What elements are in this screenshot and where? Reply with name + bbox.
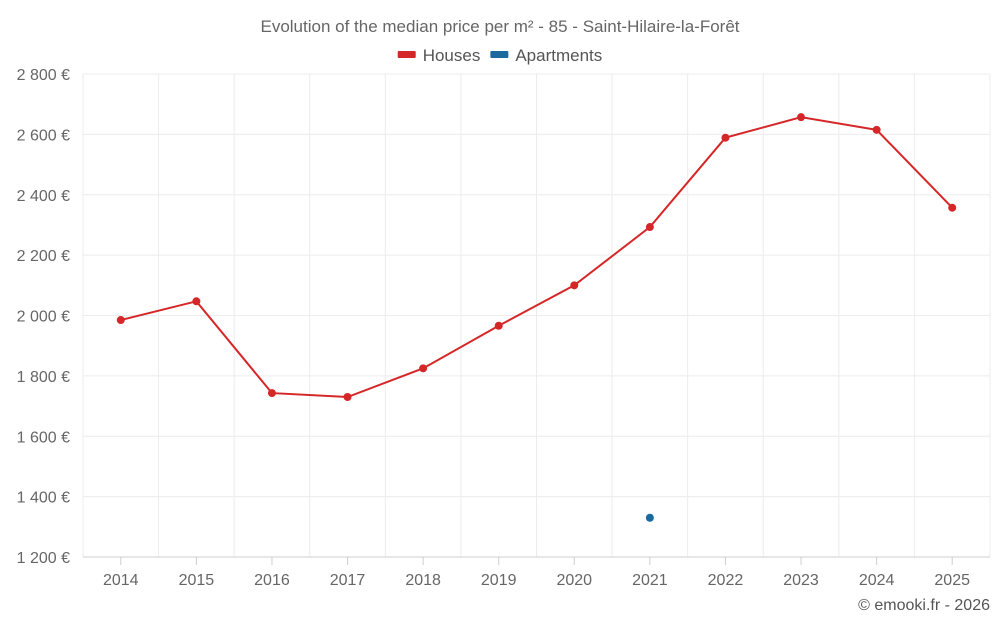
houses-data-point[interactable] bbox=[192, 297, 201, 306]
y-tick-label: 2 600 € bbox=[17, 127, 70, 144]
houses-data-point[interactable] bbox=[343, 393, 352, 402]
y-tick-label: 1 200 € bbox=[17, 550, 70, 567]
houses-data-point[interactable] bbox=[797, 113, 806, 122]
x-tick-label: 2017 bbox=[330, 572, 366, 589]
x-tick-label: 2022 bbox=[708, 572, 744, 589]
x-tick-label: 2025 bbox=[934, 572, 970, 589]
x-tick-label: 2024 bbox=[859, 572, 895, 589]
houses-data-point[interactable] bbox=[494, 321, 503, 330]
x-tick-label: 2021 bbox=[632, 572, 668, 589]
x-tick-label: 2015 bbox=[179, 572, 215, 589]
legend-swatch-houses bbox=[397, 51, 416, 58]
houses-data-point[interactable] bbox=[721, 133, 730, 142]
legend-item-apartments[interactable]: Apartments bbox=[515, 46, 602, 65]
x-tick-label: 2020 bbox=[556, 572, 592, 589]
houses-data-point[interactable] bbox=[645, 223, 654, 232]
y-tick-label: 1 800 € bbox=[17, 369, 70, 386]
gridlines bbox=[82, 73, 991, 557]
x-tick-label: 2023 bbox=[783, 572, 819, 589]
y-tick-label: 2 200 € bbox=[17, 248, 70, 265]
x-tick-label: 2018 bbox=[405, 572, 441, 589]
axes: 1 200 € 1 400 € 1 600 € 1 800 € 2 000 € 2 200… bbox=[17, 67, 990, 589]
series-layer bbox=[116, 113, 957, 522]
houses-data-point[interactable] bbox=[570, 281, 579, 290]
chart-title: Evolution of the median price per m² - 8… bbox=[260, 17, 739, 36]
y-tick-label: 2 800 € bbox=[17, 67, 70, 84]
houses-series-line bbox=[120, 116, 953, 399]
houses-data-point[interactable] bbox=[116, 316, 125, 325]
y-tick-label: 1 400 € bbox=[17, 490, 70, 507]
credit-text: © emooki.fr - 2026 bbox=[858, 597, 990, 614]
legend-swatch-apartments bbox=[490, 51, 509, 58]
legend: Houses Apartments bbox=[397, 46, 602, 65]
legend-item-houses[interactable]: Houses bbox=[423, 46, 481, 65]
x-tick-label: 2014 bbox=[103, 572, 139, 589]
houses-data-point[interactable] bbox=[267, 389, 276, 398]
houses-data-point[interactable] bbox=[948, 203, 957, 212]
y-tick-label: 1 600 € bbox=[17, 429, 70, 446]
x-tick-label: 2019 bbox=[481, 572, 517, 589]
houses-data-point[interactable] bbox=[419, 364, 428, 373]
x-tick-label: 2016 bbox=[254, 572, 290, 589]
y-tick-label: 2 000 € bbox=[17, 309, 70, 326]
houses-data-point[interactable] bbox=[872, 125, 881, 134]
y-tick-label: 2 400 € bbox=[17, 188, 70, 205]
apartments-data-point[interactable] bbox=[645, 513, 654, 522]
